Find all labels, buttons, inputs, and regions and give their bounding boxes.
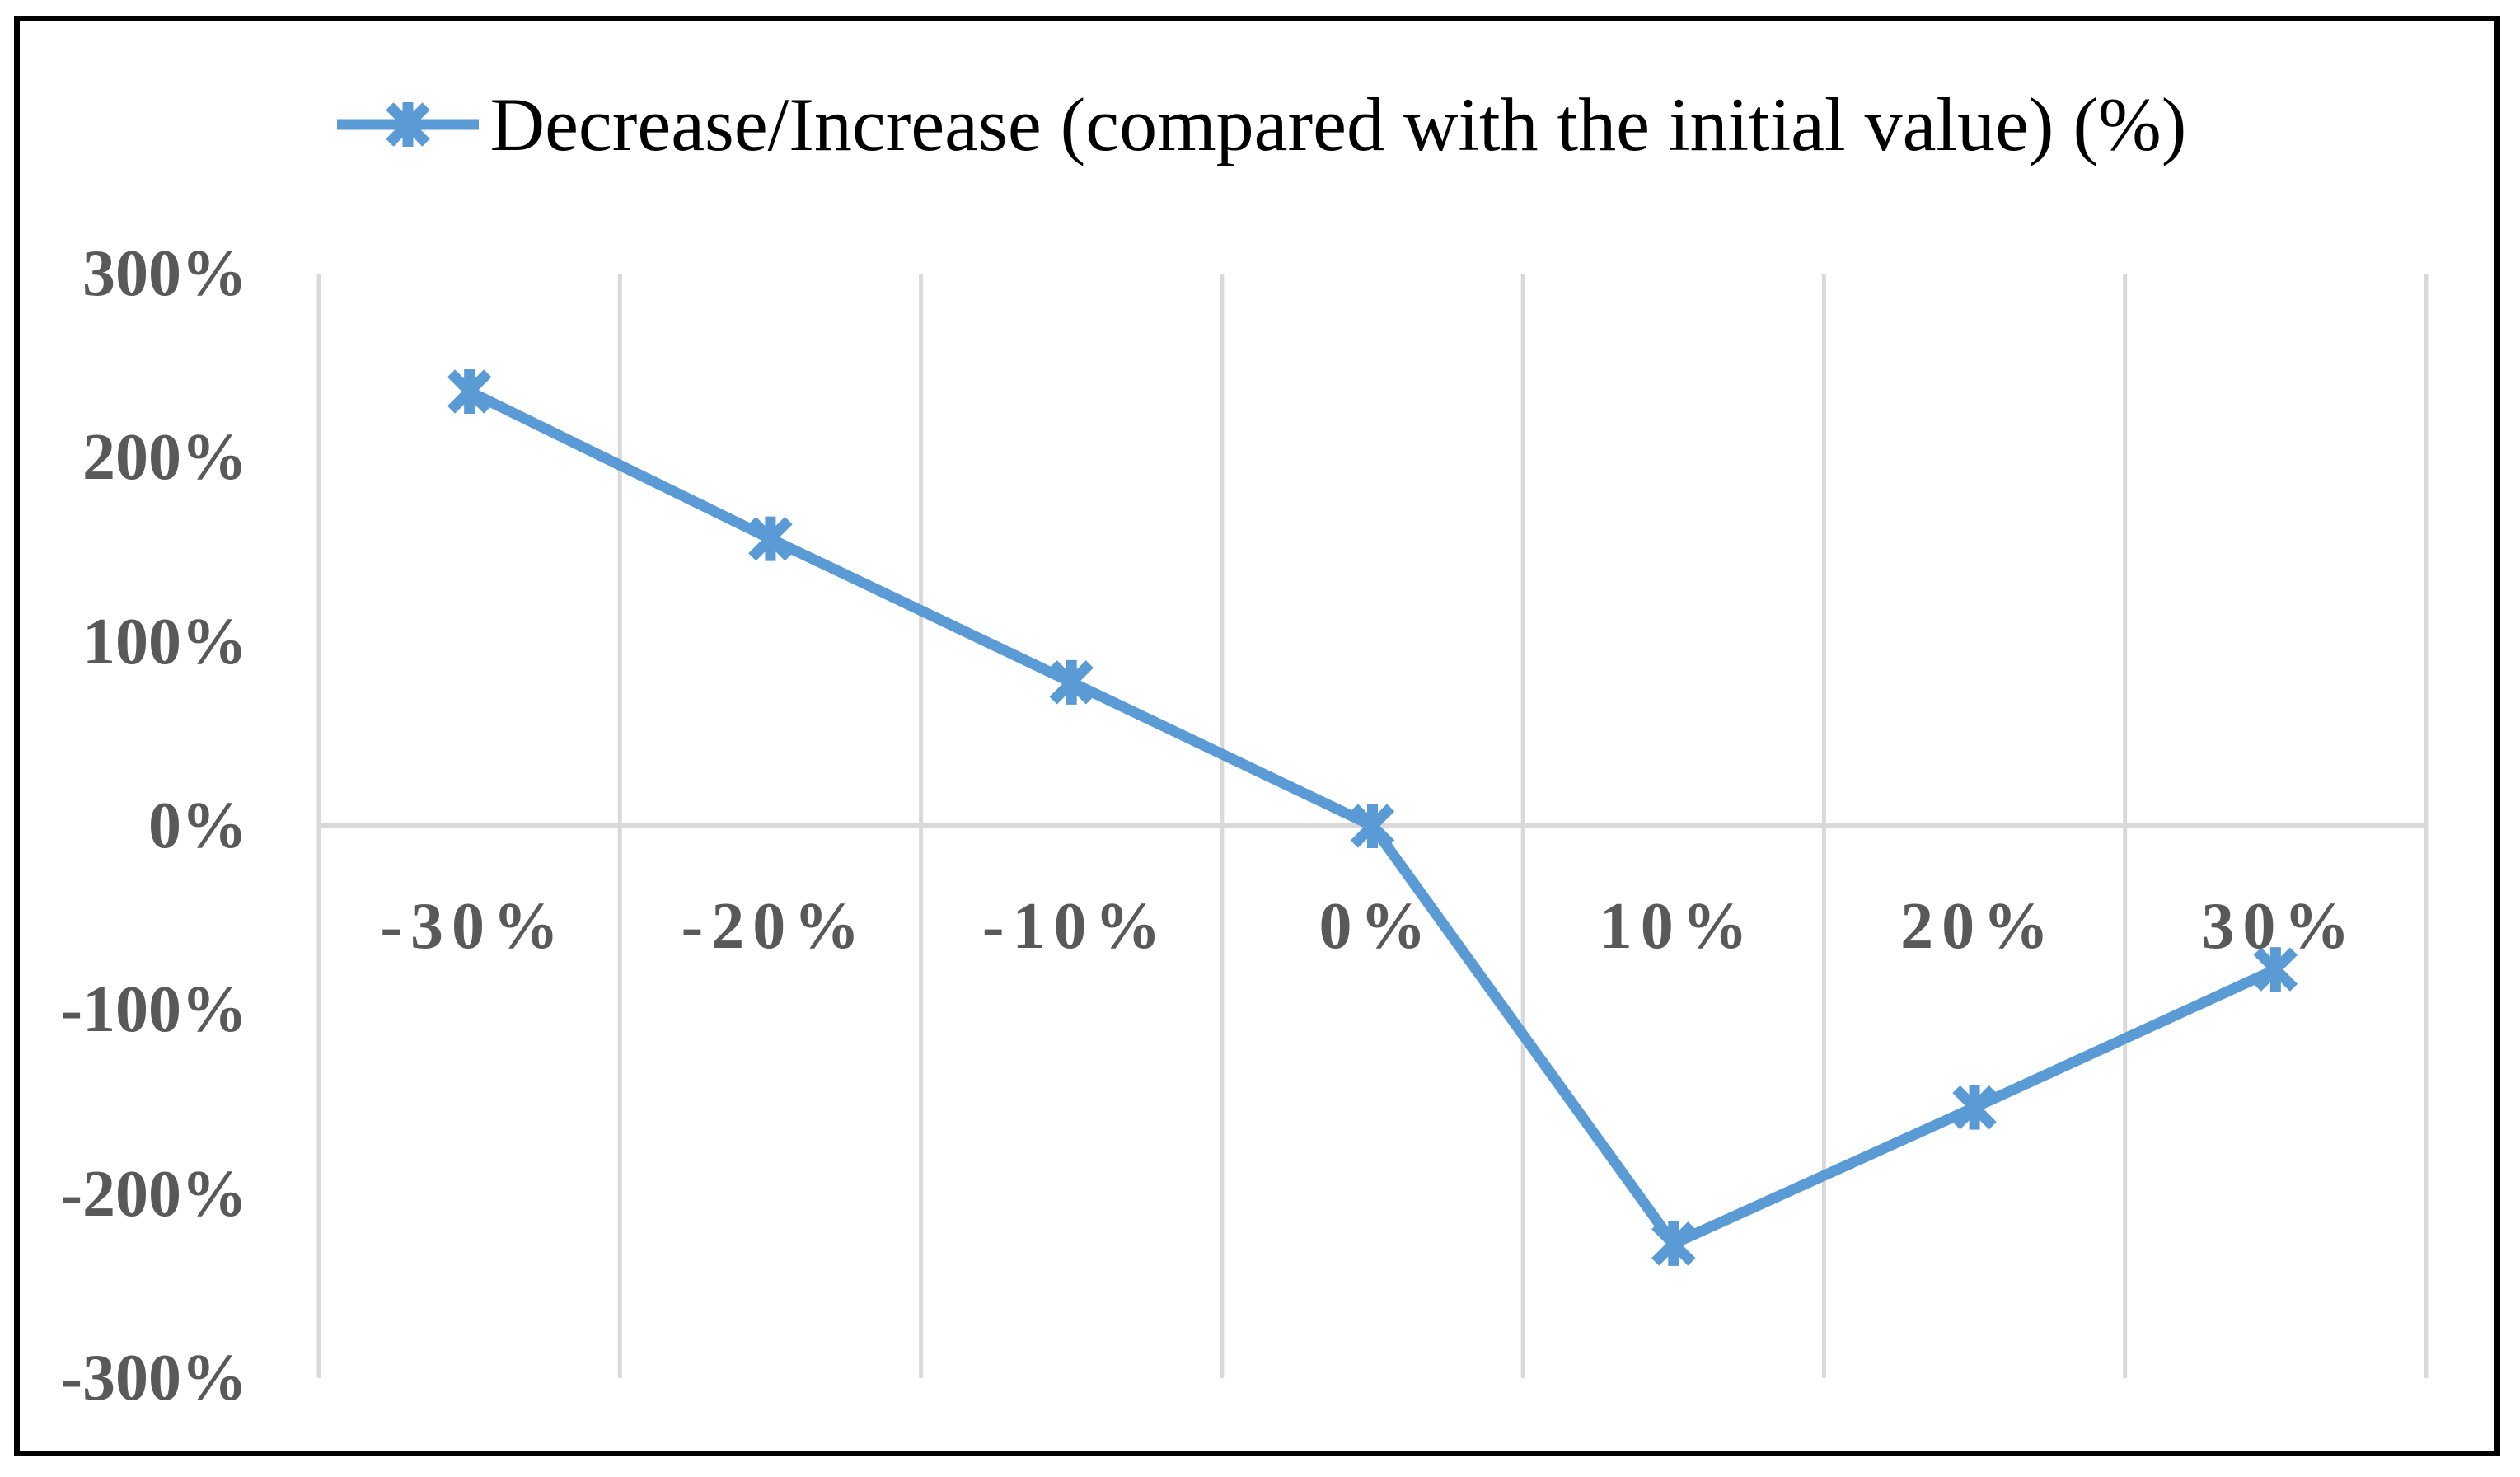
y-axis-tick-label: -200% [60, 1157, 247, 1231]
data-point-marker [447, 369, 492, 415]
x-axis-tick-label: 30% [2201, 890, 2358, 963]
data-point-marker [2253, 947, 2298, 992]
x-axis-tick-label: -30% [380, 890, 567, 963]
x-axis-tick-label: -10% [981, 890, 1169, 963]
legend-label: Decrease/Increase (compared with the ini… [489, 82, 2187, 166]
data-point-marker [1952, 1085, 1997, 1130]
y-axis-tick-label: -300% [60, 1341, 247, 1414]
y-axis-tick-label: 300% [82, 237, 247, 311]
data-point-marker [748, 516, 793, 561]
data-point-marker [1350, 804, 1395, 848]
chart-legend: Decrease/Increase (compared with the ini… [0, 73, 2520, 176]
data-point-marker [1651, 1221, 1696, 1266]
y-axis-tick-label: -100% [60, 973, 247, 1047]
x-axis-tick-label: 0% [1319, 890, 1435, 963]
y-axis-tick-label: 100% [82, 605, 247, 678]
x-axis-tick-label: 20% [1900, 890, 2058, 963]
y-axis-tick-label: 0% [148, 790, 247, 862]
y-axis-tick-label: 200% [82, 421, 247, 495]
chart-frame [14, 16, 2500, 1456]
series-line-marker-icon [336, 102, 479, 147]
x-axis-tick-label: -20% [681, 890, 869, 963]
x-axis-tick-label: 10% [1599, 890, 1756, 963]
data-point-marker [1049, 659, 1094, 705]
